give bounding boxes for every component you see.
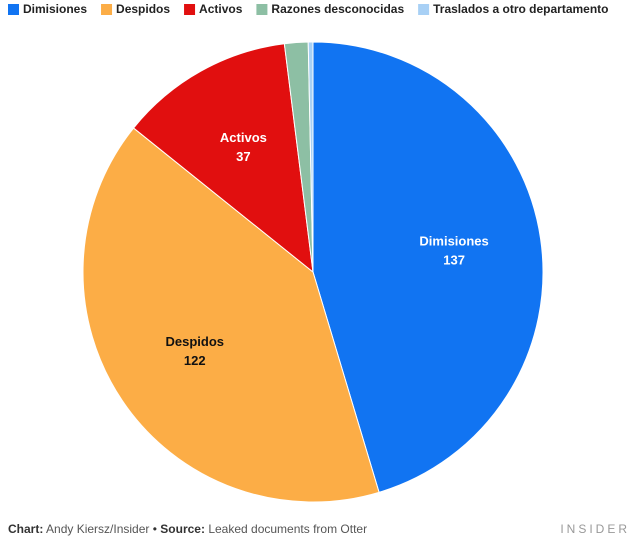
slice-label: Activos xyxy=(220,130,267,145)
legend-swatch xyxy=(8,4,19,15)
pie-slice xyxy=(132,43,314,274)
source-text: Leaked documents from Otter xyxy=(208,522,367,536)
slice-value: 122 xyxy=(184,353,206,368)
footer: Chart: Andy Kiersz/Insider • Source: Lea… xyxy=(8,522,367,536)
legend-swatch xyxy=(256,4,268,15)
legend-label: Dimisiones xyxy=(23,2,87,16)
slice-labels: Dimisiones 137 Despidos 122 Activos 37 xyxy=(165,130,488,368)
legend-label: Activos xyxy=(199,2,243,16)
brand: INSIDER xyxy=(560,522,630,536)
chart-label: Chart: xyxy=(8,522,43,536)
legend-swatch xyxy=(101,4,113,15)
pie-slice xyxy=(312,41,544,493)
legend-label: Despidos xyxy=(116,2,170,16)
pie xyxy=(82,41,544,503)
legend: Dimisiones Despidos Activos Razones descono… xyxy=(8,2,609,16)
pie-slice xyxy=(82,127,380,503)
legend-label: Razones desconocidas xyxy=(271,2,404,16)
separator: • xyxy=(153,522,157,536)
slice-value: 137 xyxy=(443,253,465,268)
slice-label: Despidos xyxy=(165,334,224,349)
pie-slice xyxy=(307,41,314,273)
chart-by: Andy Kiersz/Insider xyxy=(46,522,149,536)
legend-swatch xyxy=(418,4,430,15)
slice-label: Dimisiones xyxy=(419,234,488,249)
legend-swatch xyxy=(184,4,196,15)
source-label: Source: xyxy=(160,522,205,536)
legend-label: Traslados a otro departamento xyxy=(433,2,608,16)
slice-value: 37 xyxy=(236,149,250,164)
